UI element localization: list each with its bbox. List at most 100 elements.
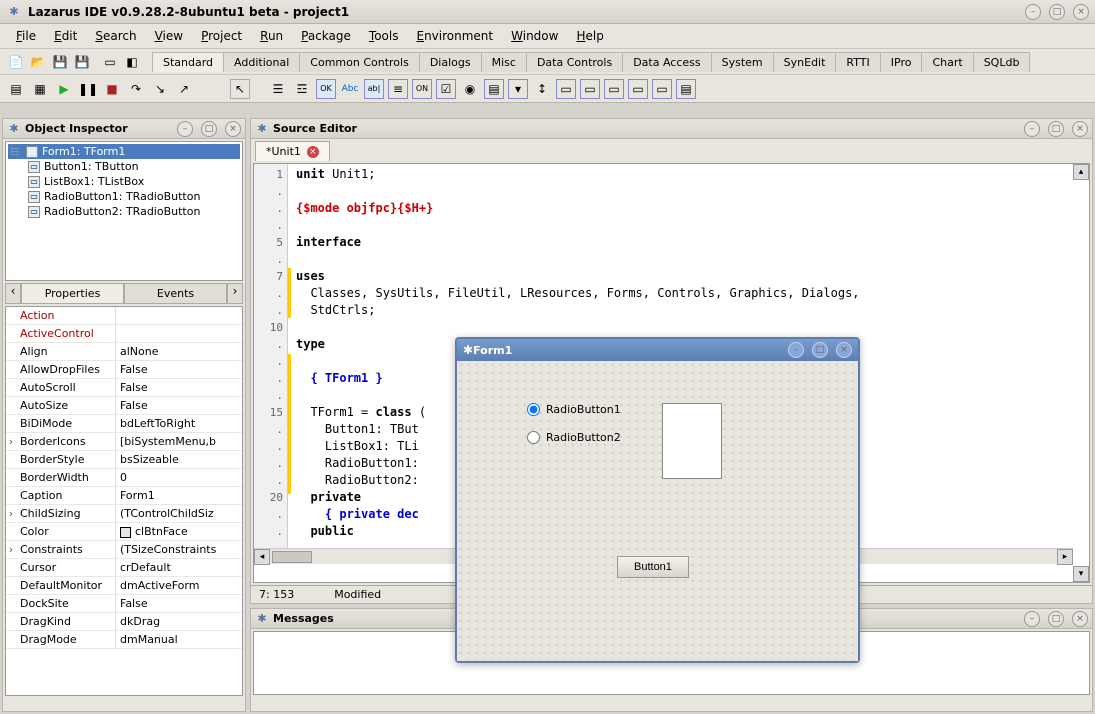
property-row[interactable]: DefaultMonitordmActiveForm [6,577,242,595]
save-icon[interactable]: 💾 [50,52,70,72]
property-row[interactable]: AlignalNone [6,343,242,361]
property-row[interactable]: ActiveControl [6,325,242,343]
form-design-surface[interactable]: RadioButton1 RadioButton2 Button1 [457,361,858,661]
ttogglebox-icon[interactable]: ON [412,79,432,99]
form-maximize-button[interactable]: □ [812,342,828,358]
form-designer-window[interactable]: ✱ Form1 – □ × RadioButton1 RadioButton2 … [455,337,860,663]
property-row[interactable]: ColorclBtnFace [6,523,242,541]
tgroupbox-icon[interactable]: ▭ [556,79,576,99]
button1[interactable]: Button1 [617,556,689,578]
oi-tab-scroll-left[interactable]: ‹ [5,283,21,304]
property-row[interactable]: CaptionForm1 [6,487,242,505]
property-row[interactable]: ›BorderIcons[biSystemMenu,b [6,433,242,451]
scroll-left-icon[interactable]: ◂ [254,549,270,565]
property-row[interactable]: AutoSizeFalse [6,397,242,415]
component-tab-synedit[interactable]: SynEdit [773,52,837,72]
maximize-button[interactable]: □ [1049,4,1065,20]
radiobutton1[interactable]: RadioButton1 [527,403,621,416]
run-icon[interactable]: ▶ [54,79,74,99]
oi-tab-scroll-right[interactable]: › [227,283,243,304]
step-into-icon[interactable]: ↘ [150,79,170,99]
tframe-icon[interactable]: ▭ [652,79,672,99]
component-tab-additional[interactable]: Additional [223,52,300,72]
menu-help[interactable]: Help [568,26,611,46]
radio-input[interactable] [527,403,540,416]
tbutton-icon[interactable]: OK [316,79,336,99]
component-tree[interactable]: ⊟▭Form1: TForm1▭Button1: TButton▭ListBox… [5,141,243,281]
toggle-form-icon[interactable]: ◧ [122,52,142,72]
menu-package[interactable]: Package [293,26,359,46]
tmainmenu-icon[interactable]: ☰ [268,79,288,99]
form-minimize-button[interactable]: – [788,342,804,358]
property-row[interactable]: AutoScrollFalse [6,379,242,397]
scroll-up-icon[interactable]: ▴ [1073,164,1089,180]
property-row[interactable]: BorderStylebsSizeable [6,451,242,469]
radiobutton2[interactable]: RadioButton2 [527,431,621,444]
component-tab-system[interactable]: System [711,52,774,72]
tab-events[interactable]: Events [124,283,227,304]
tactionlist-icon[interactable]: ▤ [676,79,696,99]
scroll-right-icon[interactable]: ▸ [1057,549,1073,565]
tpopupmenu-icon[interactable]: ☲ [292,79,312,99]
menu-run[interactable]: Run [252,26,291,46]
tree-item[interactable]: ▭Button1: TButton [26,159,240,174]
menu-window[interactable]: Window [503,26,566,46]
pause-icon[interactable]: ❚❚ [78,79,98,99]
property-row[interactable]: DragKinddkDrag [6,613,242,631]
tree-item[interactable]: ▭RadioButton2: TRadioButton [26,204,240,219]
se-minimize-button[interactable]: – [1024,121,1040,137]
close-tab-icon[interactable]: × [307,146,319,158]
menu-tools[interactable]: Tools [361,26,407,46]
save-all-icon[interactable]: 💾 [72,52,92,72]
component-tab-misc[interactable]: Misc [481,52,527,72]
editor-tab-unit1[interactable]: *Unit1 × [255,141,330,161]
step-out-icon[interactable]: ↗ [174,79,194,99]
component-tab-ipro[interactable]: IPro [880,52,923,72]
component-tab-rtti[interactable]: RTTI [835,52,880,72]
radio-input[interactable] [527,431,540,444]
tedit-icon[interactable]: ab| [364,79,384,99]
msg-maximize-button[interactable]: □ [1048,611,1064,627]
selection-tool-icon[interactable]: ↖ [230,79,250,99]
tree-item[interactable]: ⊟▭Form1: TForm1 [8,144,240,159]
form-close-button[interactable]: × [836,342,852,358]
view-forms-icon[interactable]: ▦ [30,79,50,99]
msg-minimize-button[interactable]: – [1024,611,1040,627]
menu-project[interactable]: Project [193,26,250,46]
msg-close-button[interactable]: × [1072,611,1088,627]
tree-item[interactable]: ▭RadioButton1: TRadioButton [26,189,240,204]
property-row[interactable]: DockSiteFalse [6,595,242,613]
menu-file[interactable]: File [8,26,44,46]
new-form-icon[interactable]: ▭ [100,52,120,72]
tlabel-icon[interactable]: Abc [340,79,360,99]
tab-properties[interactable]: Properties [21,283,124,304]
component-tab-standard[interactable]: Standard [152,52,224,72]
editor-vscrollbar[interactable]: ▴ ▾ [1073,164,1089,582]
menu-environment[interactable]: Environment [408,26,501,46]
property-row[interactable]: Action [6,307,242,325]
close-button[interactable]: × [1073,4,1089,20]
tpanel-icon[interactable]: ▭ [628,79,648,99]
property-row[interactable]: AllowDropFilesFalse [6,361,242,379]
component-tab-chart[interactable]: Chart [921,52,973,72]
property-row[interactable]: CursorcrDefault [6,559,242,577]
tscrollbar-icon[interactable]: ↕ [532,79,552,99]
tradiobutton-icon[interactable]: ◉ [460,79,480,99]
tcombobox-icon[interactable]: ▾ [508,79,528,99]
minimize-button[interactable]: – [1025,4,1041,20]
step-over-icon[interactable]: ↷ [126,79,146,99]
property-row[interactable]: ›Constraints(TSizeConstraints [6,541,242,559]
component-tab-data-controls[interactable]: Data Controls [526,52,623,72]
tree-item[interactable]: ▭ListBox1: TListBox [26,174,240,189]
oi-close-button[interactable]: × [225,121,241,137]
component-tab-dialogs[interactable]: Dialogs [419,52,482,72]
tlistbox-icon[interactable]: ▤ [484,79,504,99]
tcheckbox-icon[interactable]: ☑ [436,79,456,99]
menu-search[interactable]: Search [87,26,144,46]
property-grid[interactable]: ActionActiveControlAlignalNoneAllowDropF… [5,306,243,696]
view-units-icon[interactable]: ▤ [6,79,26,99]
menu-view[interactable]: View [147,26,191,46]
se-maximize-button[interactable]: □ [1048,121,1064,137]
menu-edit[interactable]: Edit [46,26,85,46]
open-icon[interactable]: 📂 [28,52,48,72]
